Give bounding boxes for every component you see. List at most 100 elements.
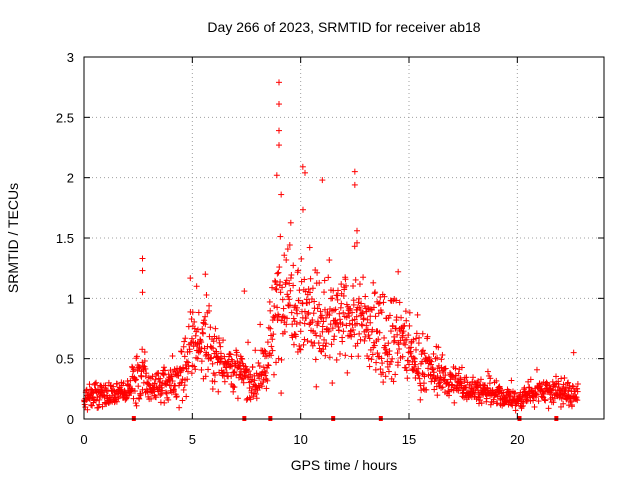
data-point <box>234 358 241 365</box>
data-point <box>186 348 193 355</box>
data-point <box>434 392 441 399</box>
data-point <box>350 283 357 290</box>
data-point <box>194 355 201 362</box>
x-axis-label: GPS time / hours <box>291 457 398 473</box>
data-point <box>348 333 355 340</box>
data-point <box>507 392 514 399</box>
data-point <box>339 321 346 328</box>
data-point <box>197 337 204 344</box>
data-point <box>275 355 282 362</box>
data-point <box>535 398 542 405</box>
data-point <box>176 380 183 387</box>
data-point <box>295 267 302 274</box>
data-point <box>319 323 326 330</box>
data-point <box>455 387 462 394</box>
data-point <box>297 319 304 326</box>
data-point <box>366 335 373 342</box>
data-point <box>423 386 430 393</box>
data-point <box>421 350 428 357</box>
x-tick-label: 15 <box>402 432 416 447</box>
x-tick-label: 10 <box>293 432 307 447</box>
data-point <box>342 352 349 359</box>
data-point <box>117 386 124 393</box>
data-point <box>469 378 476 385</box>
data-point <box>278 356 285 363</box>
data-point <box>337 304 344 311</box>
data-point <box>484 368 491 375</box>
data-point <box>382 342 389 349</box>
data-point <box>379 369 386 376</box>
data-point <box>274 270 281 277</box>
data-point <box>428 358 435 365</box>
data-point <box>365 304 372 311</box>
data-point <box>298 255 305 262</box>
data-point <box>385 368 392 375</box>
data-point <box>392 325 399 332</box>
data-point <box>209 386 216 393</box>
data-point <box>103 387 110 394</box>
data-point <box>399 332 406 339</box>
data-point <box>206 307 213 314</box>
data-point <box>439 351 446 358</box>
data-point <box>380 299 387 306</box>
data-point <box>470 374 477 381</box>
data-point <box>382 373 389 380</box>
data-point <box>170 388 177 395</box>
data-point <box>326 257 333 264</box>
data-point <box>386 347 393 354</box>
y-tick-label: 2.5 <box>56 110 74 125</box>
data-point <box>334 320 341 327</box>
data-point <box>276 264 283 271</box>
data-point <box>181 338 188 345</box>
data-point <box>188 335 195 342</box>
data-point <box>406 361 413 368</box>
data-point <box>130 395 137 402</box>
data-point <box>284 246 291 253</box>
data-point <box>178 367 185 374</box>
data-point <box>561 374 568 381</box>
data-point <box>193 283 200 290</box>
data-point <box>86 395 93 402</box>
data-point <box>136 364 143 371</box>
data-point <box>278 191 285 198</box>
data-point <box>445 387 452 394</box>
data-point <box>213 348 220 355</box>
y-axis: 0 0.5 1 1.5 2 2.5 3 <box>56 50 604 427</box>
data-point <box>181 353 188 360</box>
data-point <box>276 142 282 149</box>
data-point <box>265 324 272 331</box>
data-point <box>399 353 406 360</box>
data-point <box>314 269 321 276</box>
data-point <box>374 350 381 357</box>
data-point <box>226 350 233 357</box>
data-point <box>321 289 328 296</box>
data-point <box>321 277 328 284</box>
y-tick-label: 1.5 <box>56 231 74 246</box>
data-point <box>306 244 313 251</box>
data-points <box>81 79 581 414</box>
data-point <box>278 317 285 324</box>
data-point <box>376 329 383 336</box>
data-point <box>277 233 284 240</box>
data-point <box>247 396 254 403</box>
data-point <box>260 364 267 371</box>
data-point <box>180 343 187 350</box>
data-point <box>570 383 577 390</box>
data-point <box>84 406 91 413</box>
data-point <box>233 349 240 356</box>
data-point <box>420 385 427 392</box>
data-point <box>183 393 190 400</box>
data-point <box>493 377 500 384</box>
data-point <box>562 384 569 391</box>
data-point <box>393 314 400 321</box>
data-point <box>189 309 196 316</box>
data-point <box>390 339 397 346</box>
y-tick-label: 2 <box>67 171 74 186</box>
data-point <box>180 386 187 393</box>
data-point <box>302 169 308 176</box>
data-point <box>430 366 437 373</box>
data-point <box>238 355 245 362</box>
data-point <box>145 381 152 388</box>
data-point <box>406 309 413 316</box>
data-point <box>283 277 290 284</box>
